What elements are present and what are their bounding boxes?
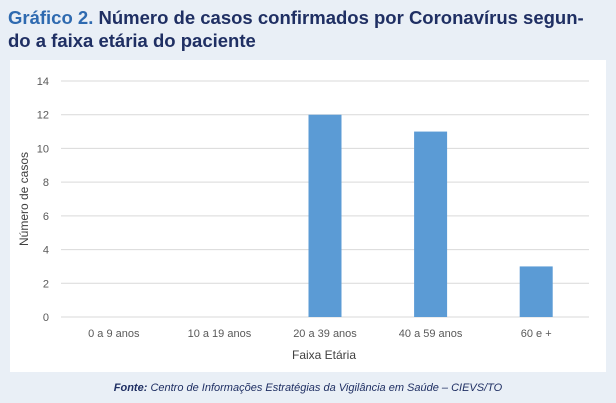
x-tick-label: 20 a 39 anos (293, 328, 357, 340)
source-note: Fonte: Centro de Informações Estratégias… (0, 382, 616, 394)
bar (308, 114, 342, 317)
y-tick-label: 4 (43, 245, 49, 257)
source-text: Centro de Informações Estratégias da Vig… (150, 382, 503, 394)
y-tick-label: 10 (37, 143, 49, 155)
bar (414, 131, 448, 317)
title-line-2: do a faixa etária do paciente (8, 30, 256, 51)
y-tick-label: 14 (37, 76, 49, 88)
y-tick-label: 2 (43, 278, 49, 290)
y-tick-label: 6 (43, 211, 49, 223)
y-tick-labels: 0 2 4 6 8 10 12 14 (37, 76, 49, 324)
source-label: Fonte: (113, 382, 148, 394)
x-tick-labels: 0 a 9 anos 10 a 19 anos 20 a 39 anos 40 a 5… (88, 328, 552, 340)
y-tick-label: 12 (37, 110, 49, 122)
y-tick-label: 8 (43, 177, 49, 189)
y-tick-label: 0 (43, 312, 49, 324)
x-tick-label: 10 a 19 anos (188, 328, 252, 340)
x-tick-label: 60 e + (521, 328, 552, 340)
bars (308, 114, 553, 317)
x-tick-label: 40 a 59 anos (399, 328, 463, 340)
x-axis-label: Faixa Etária (292, 348, 356, 362)
y-axis-label: Número de casos (17, 152, 31, 246)
chart-title: Gráfico 2. Número de casos confirmados p… (8, 6, 608, 52)
title-prefix: Gráfico 2. (8, 7, 94, 28)
bar (519, 266, 553, 317)
title-line-1: Número de casos confirmados por Coronaví… (98, 7, 584, 28)
x-tick-label: 0 a 9 anos (88, 328, 140, 340)
